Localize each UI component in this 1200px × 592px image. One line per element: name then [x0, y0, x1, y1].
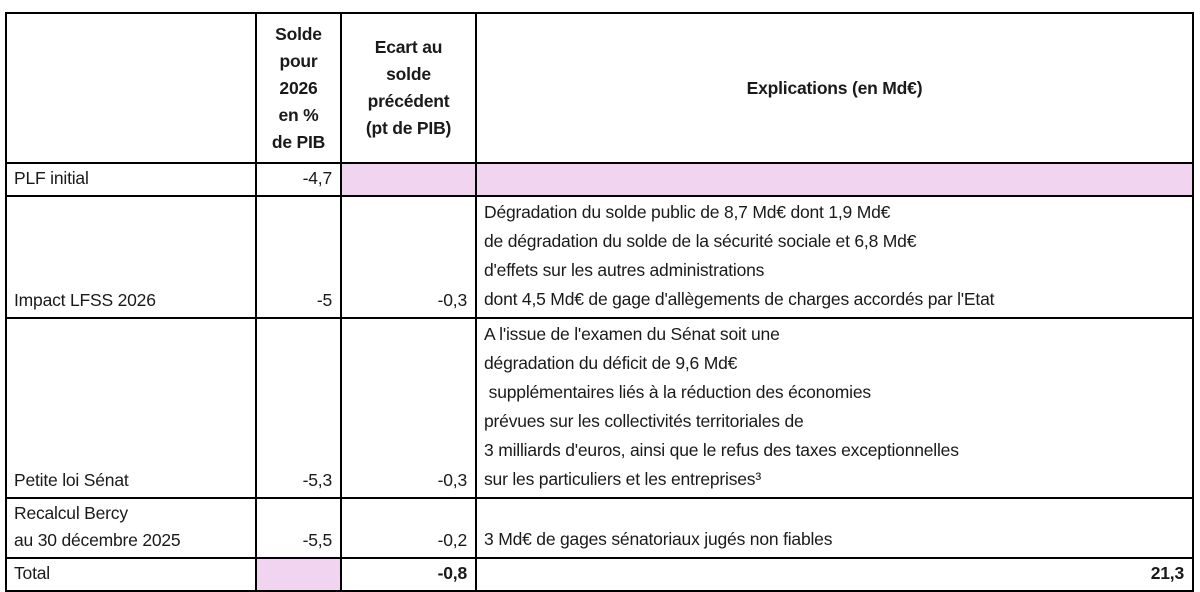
table-row-petite-loi-senat: Petite loi Sénat -5,3 -0,3 A l'issue de …	[5, 317, 1194, 499]
table-row-total: Total -0,8 21,3	[5, 557, 1194, 592]
row-label: PLF initial	[5, 162, 257, 197]
row-label: Total	[5, 557, 257, 592]
solde-value: -5	[255, 195, 342, 319]
solde-value: -5,5	[255, 497, 342, 559]
header-explications: Explications (en Md€)	[475, 12, 1194, 164]
header-row-label	[5, 12, 257, 164]
row-label: Petite loi Sénat	[5, 317, 257, 499]
explication-cell: 3 Md€ de gages sénatoriaux jugés non fia…	[475, 497, 1194, 559]
ecart-value: -0,3	[340, 195, 477, 319]
table-row-impact-lfss: Impact LFSS 2026 -5 -0,3 Dégradation du …	[5, 195, 1194, 319]
header-row: Solde pour 2026 en % de PIB Ecart au sol…	[5, 12, 1194, 164]
row-label: Recalcul Bercy au 30 décembre 2025	[5, 497, 257, 559]
solde-value-highlighted	[255, 557, 342, 592]
explication-cell-highlighted	[475, 162, 1194, 197]
explication-cell: A l'issue de l'examen du Sénat soit une …	[475, 317, 1194, 499]
solde-value: -5,3	[255, 317, 342, 499]
table-row-recalcul-bercy: Recalcul Bercy au 30 décembre 2025 -5,5 …	[5, 497, 1194, 559]
explication-total-value: 21,3	[475, 557, 1194, 592]
header-solde-2026: Solde pour 2026 en % de PIB	[255, 12, 342, 164]
budget-deficit-table: Solde pour 2026 en % de PIB Ecart au sol…	[5, 12, 1194, 592]
explication-cell: Dégradation du solde public de 8,7 Md€ d…	[475, 195, 1194, 319]
ecart-total-value: -0,8	[340, 557, 477, 592]
header-ecart-solde: Ecart au solde précédent (pt de PIB)	[340, 12, 477, 164]
row-label: Impact LFSS 2026	[5, 195, 257, 319]
solde-value: -4,7	[255, 162, 342, 197]
ecart-value: -0,2	[340, 497, 477, 559]
ecart-value-highlighted	[340, 162, 477, 197]
ecart-value: -0,3	[340, 317, 477, 499]
table-row-plf-initial: PLF initial -4,7	[5, 162, 1194, 197]
